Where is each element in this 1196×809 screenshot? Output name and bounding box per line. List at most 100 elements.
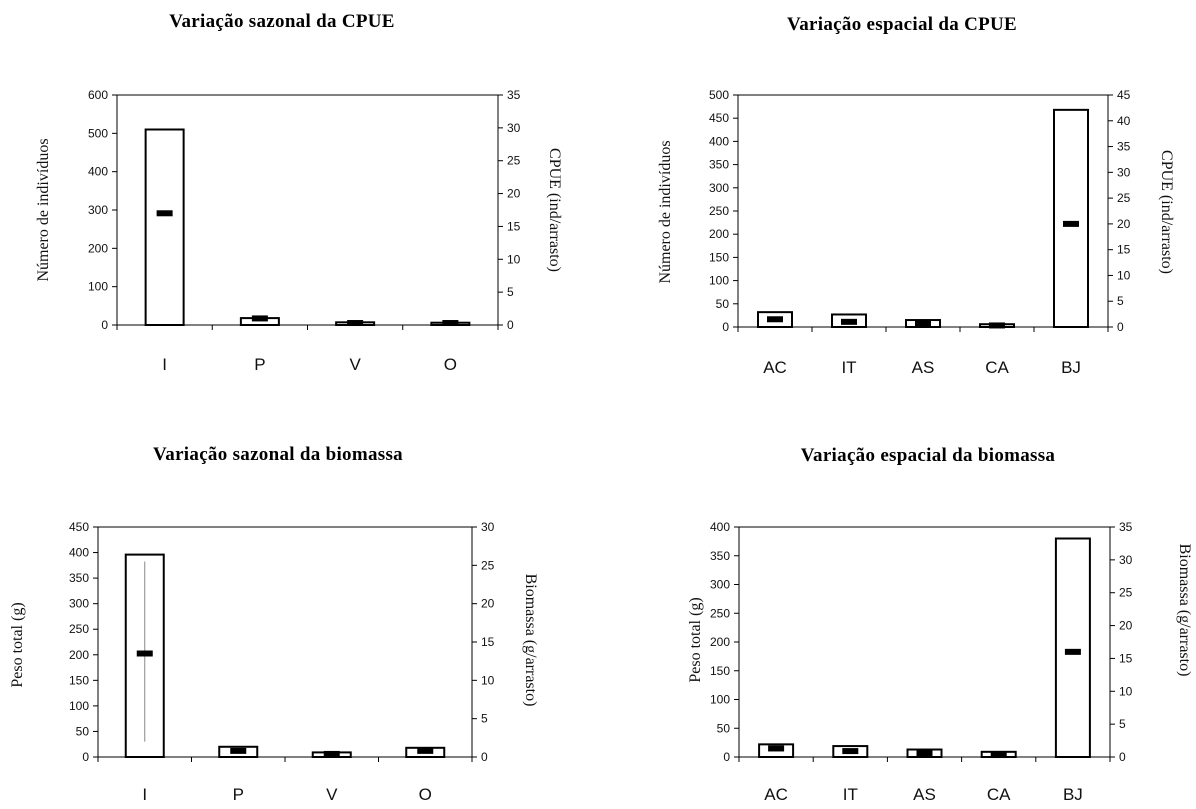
cpue-marker-V (347, 320, 364, 327)
plot-frame (737, 94, 1109, 328)
right-axis-label: Biomassa (g/arrasto) (522, 574, 539, 707)
left-tick-label: 300 (69, 597, 89, 611)
chart-title: Variação espacial da CPUE (787, 14, 1017, 35)
left-tick-label: 350 (710, 549, 730, 563)
right-tick-label: 25 (481, 558, 495, 572)
left-tick-label: 0 (101, 318, 108, 332)
right-tick-label: 10 (507, 252, 521, 266)
right-tick-label: 35 (1119, 520, 1133, 534)
right-tick-label: 30 (507, 121, 521, 135)
right-tick-label: 45 (1117, 88, 1131, 102)
category-label: BJ (1061, 358, 1081, 377)
right-tick-label: 10 (1117, 268, 1131, 282)
left-axis-label: Peso total (g) (687, 597, 704, 682)
left-axis-label: Peso total (g) (9, 602, 26, 687)
right-tick-label: 5 (507, 285, 514, 299)
left-tick-label: 50 (716, 297, 730, 311)
left-tick-label: 0 (723, 750, 730, 764)
category-label: AC (764, 785, 788, 804)
left-tick-label: 50 (76, 724, 90, 738)
cpue-marker-IT (841, 318, 857, 325)
cpue-marker-IT (842, 748, 859, 755)
right-tick-label: 15 (1117, 243, 1131, 257)
right-tick-label: 0 (1119, 750, 1126, 764)
plot-frame (738, 526, 1111, 758)
chart-title: Variação sazonal da CPUE (169, 11, 395, 32)
right-tick-label: 15 (481, 635, 495, 649)
left-tick-label: 350 (69, 571, 89, 585)
right-tick-label: 35 (507, 88, 521, 102)
cpue-marker-V (323, 750, 340, 757)
left-tick-label: 200 (69, 648, 89, 662)
right-tick-label: 25 (1119, 586, 1133, 600)
left-tick-label: 500 (709, 88, 729, 102)
right-tick-label: 0 (481, 750, 488, 764)
left-tick-label: 150 (709, 250, 729, 264)
category-label: O (444, 355, 457, 374)
left-tick-label: 350 (709, 158, 729, 172)
category-label: AS (912, 358, 935, 377)
left-tick-label: 300 (710, 578, 730, 592)
left-tick-label: 100 (710, 693, 730, 707)
category-label: IT (841, 358, 856, 377)
category-label: V (349, 355, 361, 374)
category-label: P (254, 355, 265, 374)
left-tick-label: 200 (88, 241, 108, 255)
cpue-marker-AC (768, 745, 785, 752)
left-tick-label: 0 (722, 320, 729, 334)
bar-I (144, 128, 185, 326)
right-tick-label: 20 (507, 187, 521, 201)
chart-title: Variação espacial da biomassa (801, 445, 1056, 466)
left-tick-label: 400 (710, 520, 730, 534)
left-tick-label: 100 (88, 280, 108, 294)
left-tick-label: 600 (88, 88, 108, 102)
cpue-marker-AS (916, 750, 933, 757)
left-axis-label: Número de indivíduos (657, 140, 674, 283)
right-tick-label: 30 (481, 520, 495, 534)
right-tick-label: 25 (507, 154, 521, 168)
left-tick-label: 50 (717, 721, 731, 735)
right-tick-label: 10 (1119, 684, 1133, 698)
cpue-marker-I (136, 650, 153, 657)
left-tick-label: 200 (710, 635, 730, 649)
cpue-marker-BJ (1063, 220, 1079, 227)
left-tick-label: 300 (709, 181, 729, 195)
cpue-marker-AS (915, 320, 931, 327)
category-label: O (419, 785, 432, 804)
category-label: I (162, 355, 167, 374)
right-axis-label: Biomassa (g/arrasto) (1176, 544, 1193, 677)
left-tick-label: 250 (709, 204, 729, 218)
left-tick-label: 300 (88, 203, 108, 217)
left-tick-label: 0 (82, 750, 89, 764)
category-label: AS (913, 785, 936, 804)
cpue-marker-O (442, 320, 459, 327)
left-tick-label: 400 (88, 165, 108, 179)
left-tick-label: 100 (709, 274, 729, 288)
cpue-marker-I (156, 210, 173, 217)
category-label: V (326, 785, 338, 804)
right-tick-label: 5 (481, 712, 488, 726)
chart-seasonal-cpue: Variação sazonal da CPUE Número de indiv… (35, 11, 563, 374)
right-tick-label: 35 (1117, 140, 1131, 154)
right-tick-label: 40 (1117, 114, 1131, 128)
right-axis-label: CPUE (ind/arrasto) (1158, 150, 1175, 274)
left-tick-label: 200 (709, 227, 729, 241)
left-tick-label: 500 (88, 126, 108, 140)
cpue-marker-O (417, 747, 434, 754)
cpue-marker-CA (989, 322, 1005, 329)
chart-spatial-cpue: Variação espacial da CPUE Número de indi… (657, 14, 1175, 377)
right-tick-label: 30 (1119, 553, 1133, 567)
right-tick-label: 10 (481, 673, 495, 687)
left-axis-label: Número de indivíduos (35, 138, 52, 281)
bar-BJ (1054, 537, 1091, 758)
category-label: I (142, 785, 147, 804)
right-tick-label: 15 (1119, 651, 1133, 665)
right-tick-label: 0 (507, 318, 514, 332)
right-tick-label: 5 (1117, 294, 1124, 308)
right-tick-label: 0 (1117, 320, 1124, 334)
cpue-marker-P (230, 747, 247, 754)
chart-title: Variação sazonal da biomassa (153, 444, 403, 465)
right-tick-label: 5 (1119, 717, 1126, 731)
left-tick-label: 450 (709, 111, 729, 125)
cpue-marker-AC (767, 316, 783, 323)
